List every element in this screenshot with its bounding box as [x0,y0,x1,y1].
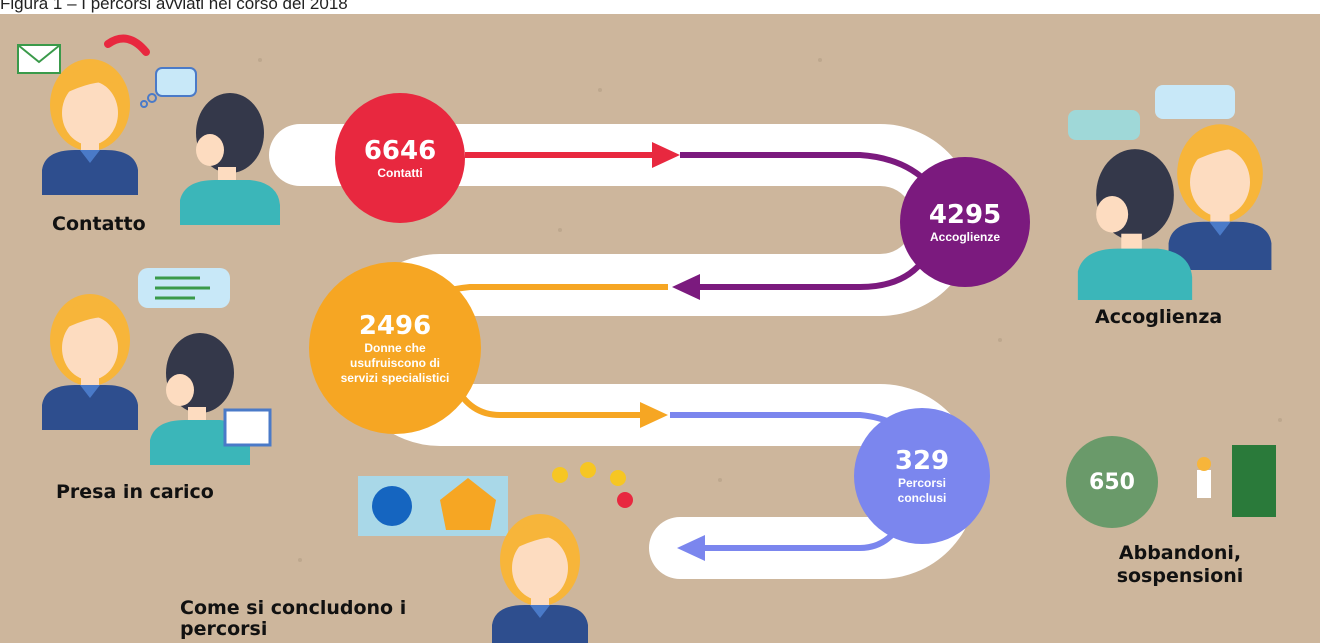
page: Figura 1 – I percorsi avviati nel corso … [0,0,1320,643]
decoration [1197,470,1211,498]
decoration [1232,445,1276,517]
decoration [598,88,602,92]
decoration [617,492,633,508]
stage-value: 6646 [364,136,436,166]
stage: 2496 Donne che usufruiscono di servizi s… [340,285,450,411]
stage-label: Donne che usufruiscono di servizi specia… [340,341,450,386]
decoration [1278,418,1282,422]
decoration [258,58,262,62]
decoration [1068,110,1140,140]
decoration [580,462,596,478]
decoration [552,467,568,483]
decoration [610,470,626,486]
stage: 6646 Contatti [335,93,465,223]
stage-label: Accoglienze [930,230,1000,245]
stage-label: Contatti [377,166,422,181]
decoration [1197,457,1211,471]
stage-label: Percorsi conclusi [875,476,969,506]
decoration [558,228,562,232]
stage-value: 329 [895,446,949,476]
stage: 4295 Accoglienze [900,157,1030,287]
phase-label: Accoglienza [1095,306,1222,328]
phase-label: Abbandoni, sospensioni [1090,542,1270,588]
decoration [1155,85,1235,119]
decoration [998,338,1002,342]
decoration [818,58,822,62]
phase-label: Come si concludono i percorsi [180,598,480,640]
decoration [156,68,196,96]
decoration [372,486,412,526]
phase-label: Presa in carico [56,481,214,503]
stage-value: 2496 [359,311,431,341]
stage: 329 Percorsi conclusi [875,430,969,522]
stage-value: 4295 [929,200,1001,230]
phase-label: Contatto [52,213,146,235]
dropout-value: 650 [1089,470,1135,495]
decoration [298,558,302,562]
decoration [225,410,270,445]
dropout: 650 [1066,436,1158,528]
decoration [718,478,722,482]
